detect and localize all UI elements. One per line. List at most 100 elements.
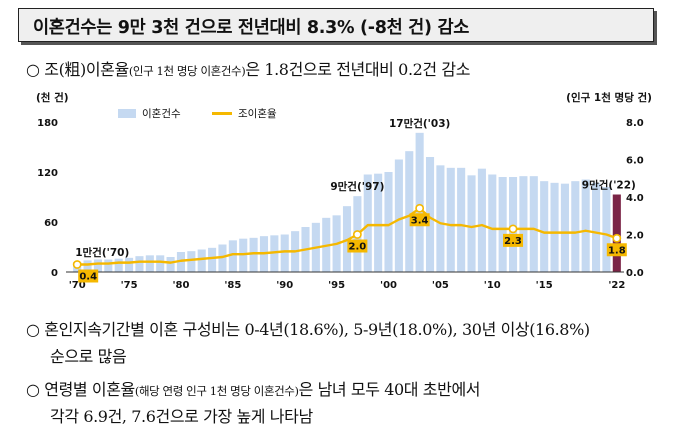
- bar-2004: [425, 157, 435, 272]
- bar-annotation: 17만건('03): [389, 117, 450, 130]
- x-tick-label: '70: [69, 280, 86, 291]
- right-tick-label: 0.0: [626, 268, 644, 279]
- bar-1976: [135, 256, 144, 272]
- left-axis-title: (천 건): [36, 91, 69, 104]
- bullet-text: 혼인지속기간별 이혼 구성비는 0-4년(18.6%), 5-9년(18.0%)…: [44, 320, 590, 339]
- x-tick-label: '75: [121, 280, 138, 291]
- line-label: 1.8: [608, 245, 626, 256]
- legend-bar-swatch: [118, 109, 136, 118]
- bar-1990: [280, 234, 289, 272]
- line-label-bg: [606, 243, 627, 257]
- bar-1984: [218, 244, 227, 272]
- bar-2002: [405, 151, 414, 272]
- bar-2022: [612, 194, 621, 272]
- bar-2011: [498, 177, 507, 272]
- line-marker-1997: [352, 230, 362, 239]
- bullet-mark: ○: [26, 320, 40, 339]
- bar-2008: [467, 175, 476, 272]
- x-tick-label: '15: [536, 280, 553, 291]
- line-label-bg: [78, 269, 99, 283]
- line-marker-2022: [612, 233, 622, 243]
- bar-2000: [384, 172, 393, 272]
- line-label-bg: [409, 213, 430, 227]
- legend-bar-label: 이혼건수: [142, 107, 181, 120]
- bar-1980: [176, 252, 186, 272]
- bar-2016: [550, 182, 559, 272]
- headline-text: 이혼건수는 9만 3천 건으로 전년대비 8.3% (-8천 건) 감소: [33, 18, 470, 38]
- bar-annotation: 1만건('70): [75, 246, 129, 259]
- bar-2013: [519, 176, 528, 272]
- bar-1999: [374, 173, 383, 272]
- right-tick-label: 2.0: [626, 231, 644, 242]
- bar-2015: [540, 181, 549, 272]
- left-tick-label: 0: [51, 268, 58, 279]
- bar-1989: [270, 235, 279, 272]
- bar-1973: [104, 259, 113, 272]
- bar-annotation: 9만건('22): [582, 179, 636, 192]
- bar-2010: [488, 174, 497, 272]
- bullet-mark: ○: [26, 60, 40, 79]
- bar-1974: [114, 258, 123, 272]
- bar-annotation: 9만건('97): [330, 180, 384, 193]
- line-series-divorce-rate: [77, 207, 618, 266]
- x-tick-label: '80: [172, 280, 189, 291]
- line-marker-2012: [508, 224, 518, 234]
- bar-1978: [156, 255, 165, 272]
- bullet-age-rate-cont: 각각 6.9건, 7.6건으로 가장 높게 나타남: [50, 407, 313, 426]
- x-tick-label: '85: [224, 280, 241, 291]
- bar-2006: [446, 167, 455, 272]
- bar-2009: [477, 168, 486, 272]
- x-tick-label: '90: [276, 280, 293, 291]
- line-marker-2003: [415, 203, 425, 213]
- bar-1987: [249, 237, 258, 272]
- bar-2018: [571, 181, 580, 272]
- bar-2021: [602, 187, 611, 272]
- bar-1975: [125, 257, 134, 272]
- bullet-note: (인구 1천 명당 이혼건수): [128, 64, 246, 78]
- bar-1972: [93, 259, 102, 272]
- line-label: 2.3: [504, 236, 522, 247]
- bar-1982: [197, 249, 206, 272]
- bar-2003: [415, 132, 424, 272]
- bar-1971: [83, 260, 92, 272]
- line-label: 3.4: [411, 215, 429, 226]
- bar-1981: [187, 251, 196, 272]
- x-tick-label: '05: [432, 280, 449, 291]
- x-tick-label: '22: [608, 280, 625, 291]
- bar-2005: [436, 165, 445, 272]
- left-tick-label: 120: [37, 168, 58, 179]
- x-tick-label: '95: [328, 280, 345, 291]
- bar-2001: [394, 159, 403, 272]
- bar-2019: [581, 179, 590, 272]
- bullet-text-pre: 연령별 이혼율: [44, 380, 135, 399]
- legend-line-label: 조이혼율: [238, 107, 277, 120]
- left-tick-label: 60: [44, 218, 58, 229]
- right-tick-label: 8.0: [626, 118, 644, 129]
- bullet-note: (해당 연령 인구 1천 명당 이혼건수): [134, 384, 299, 398]
- bullet-age-rate: ○ 연령별 이혼율(해당 연령 인구 1천 명당 이혼건수)은 남녀 모두 40…: [26, 376, 480, 400]
- bar-2017: [560, 183, 569, 272]
- right-tick-label: 6.0: [626, 156, 644, 167]
- bar-2020: [592, 182, 601, 272]
- bar-1977: [145, 255, 154, 272]
- bullet-duration-cont: 순으로 많음: [50, 347, 127, 366]
- bar-1979: [166, 257, 175, 272]
- line-label-bg: [503, 233, 524, 247]
- bullet-crude-divorce-rate: ○ 조(粗)이혼율(인구 1천 명당 이혼건수)은 1.8건으로 전년대비 0.…: [26, 56, 470, 80]
- x-tick-label: '10: [484, 280, 501, 291]
- bar-2014: [529, 176, 538, 272]
- bar-1983: [208, 247, 217, 272]
- headline-box: 이혼건수는 9만 3천 건으로 전년대비 8.3% (-8천 건) 감소: [18, 8, 654, 42]
- bar-1985: [228, 240, 237, 272]
- bullet-text-post: 은 남녀 모두 40대 초반에서: [298, 380, 481, 399]
- bullet-duration: ○ 혼인지속기간별 이혼 구성비는 0-4년(18.6%), 5-9년(18.0…: [26, 316, 590, 340]
- bar-2007: [457, 167, 466, 272]
- line-label: 0.4: [79, 272, 97, 283]
- bullet-mark: ○: [26, 380, 40, 399]
- bullet-text-pre: 조(粗)이혼율: [44, 60, 129, 79]
- divorce-chart: (천 건) (인구 1천 명당 건) 이혼건수 조이혼율 0 60 120 180 0.0 2.0…: [36, 91, 652, 291]
- line-label: 2.0: [349, 242, 367, 253]
- bullet-text-post: 은 1.8건으로 전년대비 0.2건 감소: [245, 60, 471, 79]
- right-tick-label: 4.0: [626, 193, 644, 204]
- bar-1998: [363, 174, 372, 272]
